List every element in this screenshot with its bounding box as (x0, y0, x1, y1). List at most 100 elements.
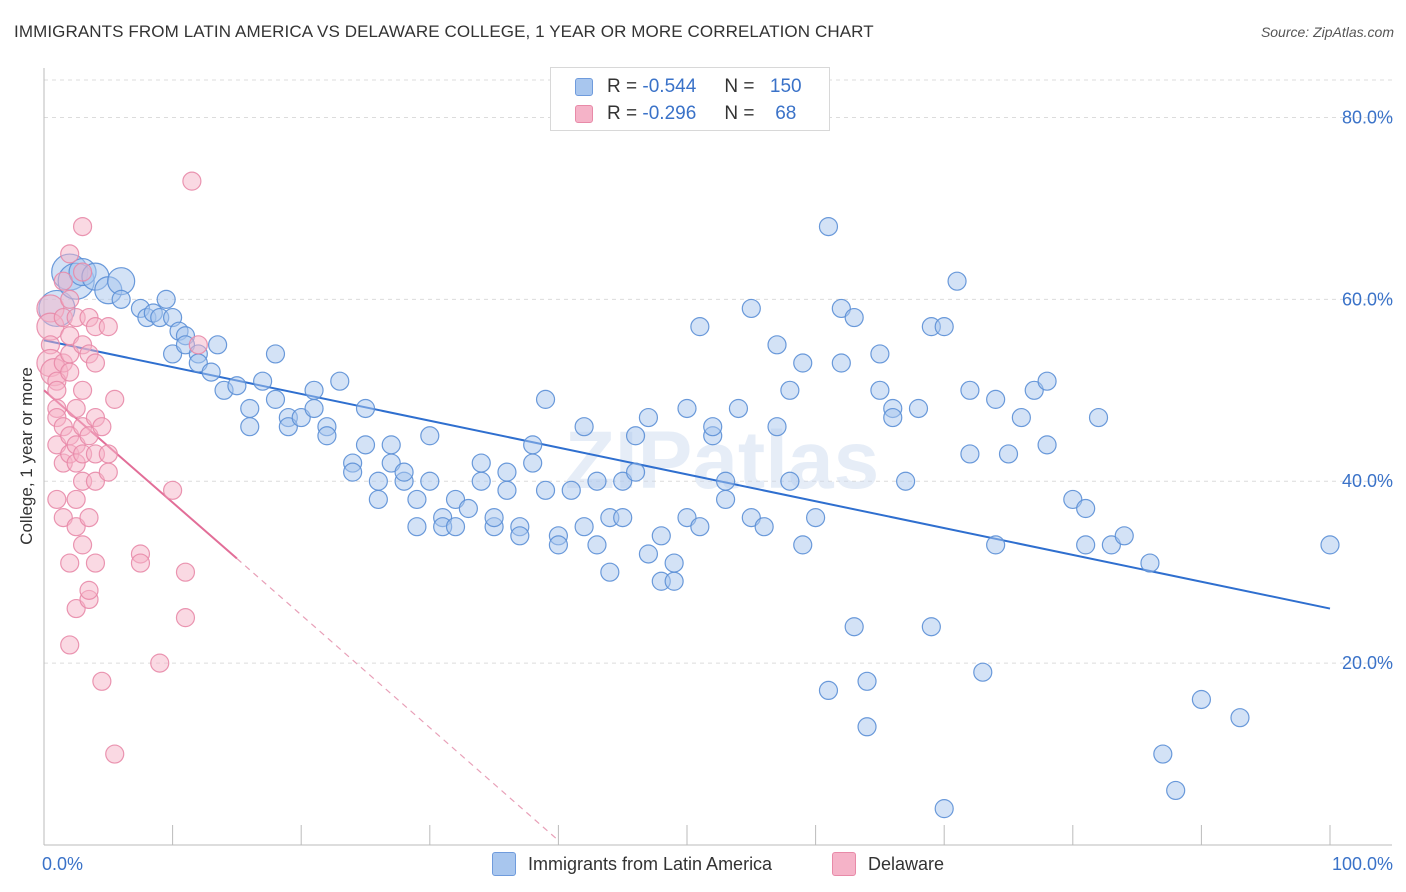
point-latin-america (407, 517, 427, 537)
y-tick-label: 80.0% (1342, 107, 1393, 127)
point-latin-america (368, 489, 388, 510)
point-latin-america (728, 398, 749, 419)
point-delaware (188, 335, 208, 355)
point-latin-america (227, 376, 247, 396)
point-latin-america (355, 398, 376, 419)
y-tick-label: 20.0% (1342, 653, 1393, 673)
point-latin-america (934, 317, 954, 337)
point-latin-america (1191, 689, 1212, 710)
y-axis-label: College, 1 year or more (17, 367, 36, 545)
point-latin-america (638, 407, 659, 428)
point-latin-america (960, 380, 980, 400)
point-delaware (105, 389, 125, 409)
point-latin-america (986, 535, 1006, 555)
r-label: R = (607, 103, 638, 124)
point-latin-america (947, 271, 967, 291)
point-latin-america (715, 471, 736, 491)
r-value: -0.296 (642, 103, 697, 124)
point-latin-america (343, 462, 363, 482)
stats-legend: R = -0.544 N = 150 R = -0.296 N = 68 (550, 67, 830, 131)
point-latin-america (1320, 535, 1340, 555)
point-latin-america (1088, 407, 1109, 428)
point-latin-america (844, 307, 864, 328)
point-delaware (92, 417, 112, 437)
point-latin-america (1011, 407, 1031, 428)
point-latin-america (677, 398, 697, 419)
point-latin-america (240, 417, 260, 437)
point-delaware (150, 653, 170, 673)
point-delaware (175, 562, 196, 582)
point-latin-america (1230, 708, 1250, 728)
n-value: 150 (769, 76, 802, 97)
point-delaware (72, 217, 93, 237)
legend-row-latin-america: R = -0.544 N = 150 (551, 73, 812, 101)
point-latin-america (1076, 498, 1096, 519)
point-latin-america (664, 553, 684, 573)
point-latin-america (420, 471, 440, 491)
point-latin-america (587, 535, 607, 555)
legend-label: Immigrants from Latin America (528, 853, 773, 874)
x-tick-label: 0.0% (42, 854, 83, 874)
point-latin-america (394, 462, 414, 482)
point-latin-america (497, 462, 517, 482)
point-latin-america (831, 353, 851, 373)
point-latin-america (625, 462, 646, 482)
point-latin-america (587, 471, 607, 491)
point-latin-america (1114, 526, 1134, 546)
data-points (36, 171, 1340, 819)
point-latin-america (741, 298, 761, 319)
point-latin-america (265, 344, 286, 364)
point-latin-america (896, 471, 916, 491)
point-delaware (98, 444, 118, 464)
point-latin-america (420, 426, 440, 446)
axes (43, 68, 1392, 846)
r-value: -0.544 (642, 76, 697, 97)
legend-swatch-blue (492, 852, 516, 876)
point-delaware (60, 362, 80, 382)
point-latin-america (921, 617, 941, 637)
point-latin-america (1166, 780, 1186, 801)
point-latin-america (793, 535, 813, 555)
point-latin-america (973, 662, 993, 682)
point-latin-america (548, 535, 569, 555)
point-latin-america (625, 426, 646, 446)
legend-label: Delaware (868, 853, 945, 874)
legend-item-latin-america: Immigrants from Latin America (492, 851, 772, 877)
point-latin-america (638, 544, 659, 564)
point-latin-america (510, 526, 530, 546)
point-latin-america (780, 380, 800, 400)
point-latin-america (523, 435, 543, 455)
point-delaware (66, 489, 86, 510)
point-delaware (60, 553, 80, 573)
point-latin-america (1037, 435, 1057, 455)
point-delaware (47, 489, 67, 510)
r-label: R = (607, 76, 638, 97)
point-latin-america (497, 480, 517, 500)
point-latin-america (304, 398, 324, 419)
point-latin-america (1140, 553, 1160, 573)
chart-title: IMMIGRANTS FROM LATIN AMERICA VS DELAWAR… (14, 22, 874, 41)
point-latin-america (998, 444, 1019, 464)
point-latin-america (253, 371, 273, 391)
point-latin-america (986, 389, 1006, 409)
point-latin-america (1076, 535, 1096, 555)
point-latin-america (767, 417, 787, 437)
point-latin-america (304, 380, 324, 400)
x-tick-label: 100.0% (1332, 854, 1393, 874)
point-delaware (60, 289, 80, 309)
point-latin-america (471, 453, 491, 473)
point-latin-america (600, 562, 620, 582)
point-latin-america (703, 417, 723, 437)
point-latin-america (883, 407, 903, 428)
trend-line (43, 389, 238, 560)
point-latin-america (330, 371, 350, 391)
point-latin-america (445, 517, 466, 537)
point-latin-america (767, 335, 787, 355)
point-latin-america (523, 453, 543, 473)
point-delaware (60, 635, 80, 655)
n-value: 68 (775, 103, 797, 124)
point-latin-america (793, 353, 813, 373)
point-delaware (182, 171, 202, 191)
point-delaware (53, 271, 73, 291)
point-latin-america (870, 380, 890, 400)
